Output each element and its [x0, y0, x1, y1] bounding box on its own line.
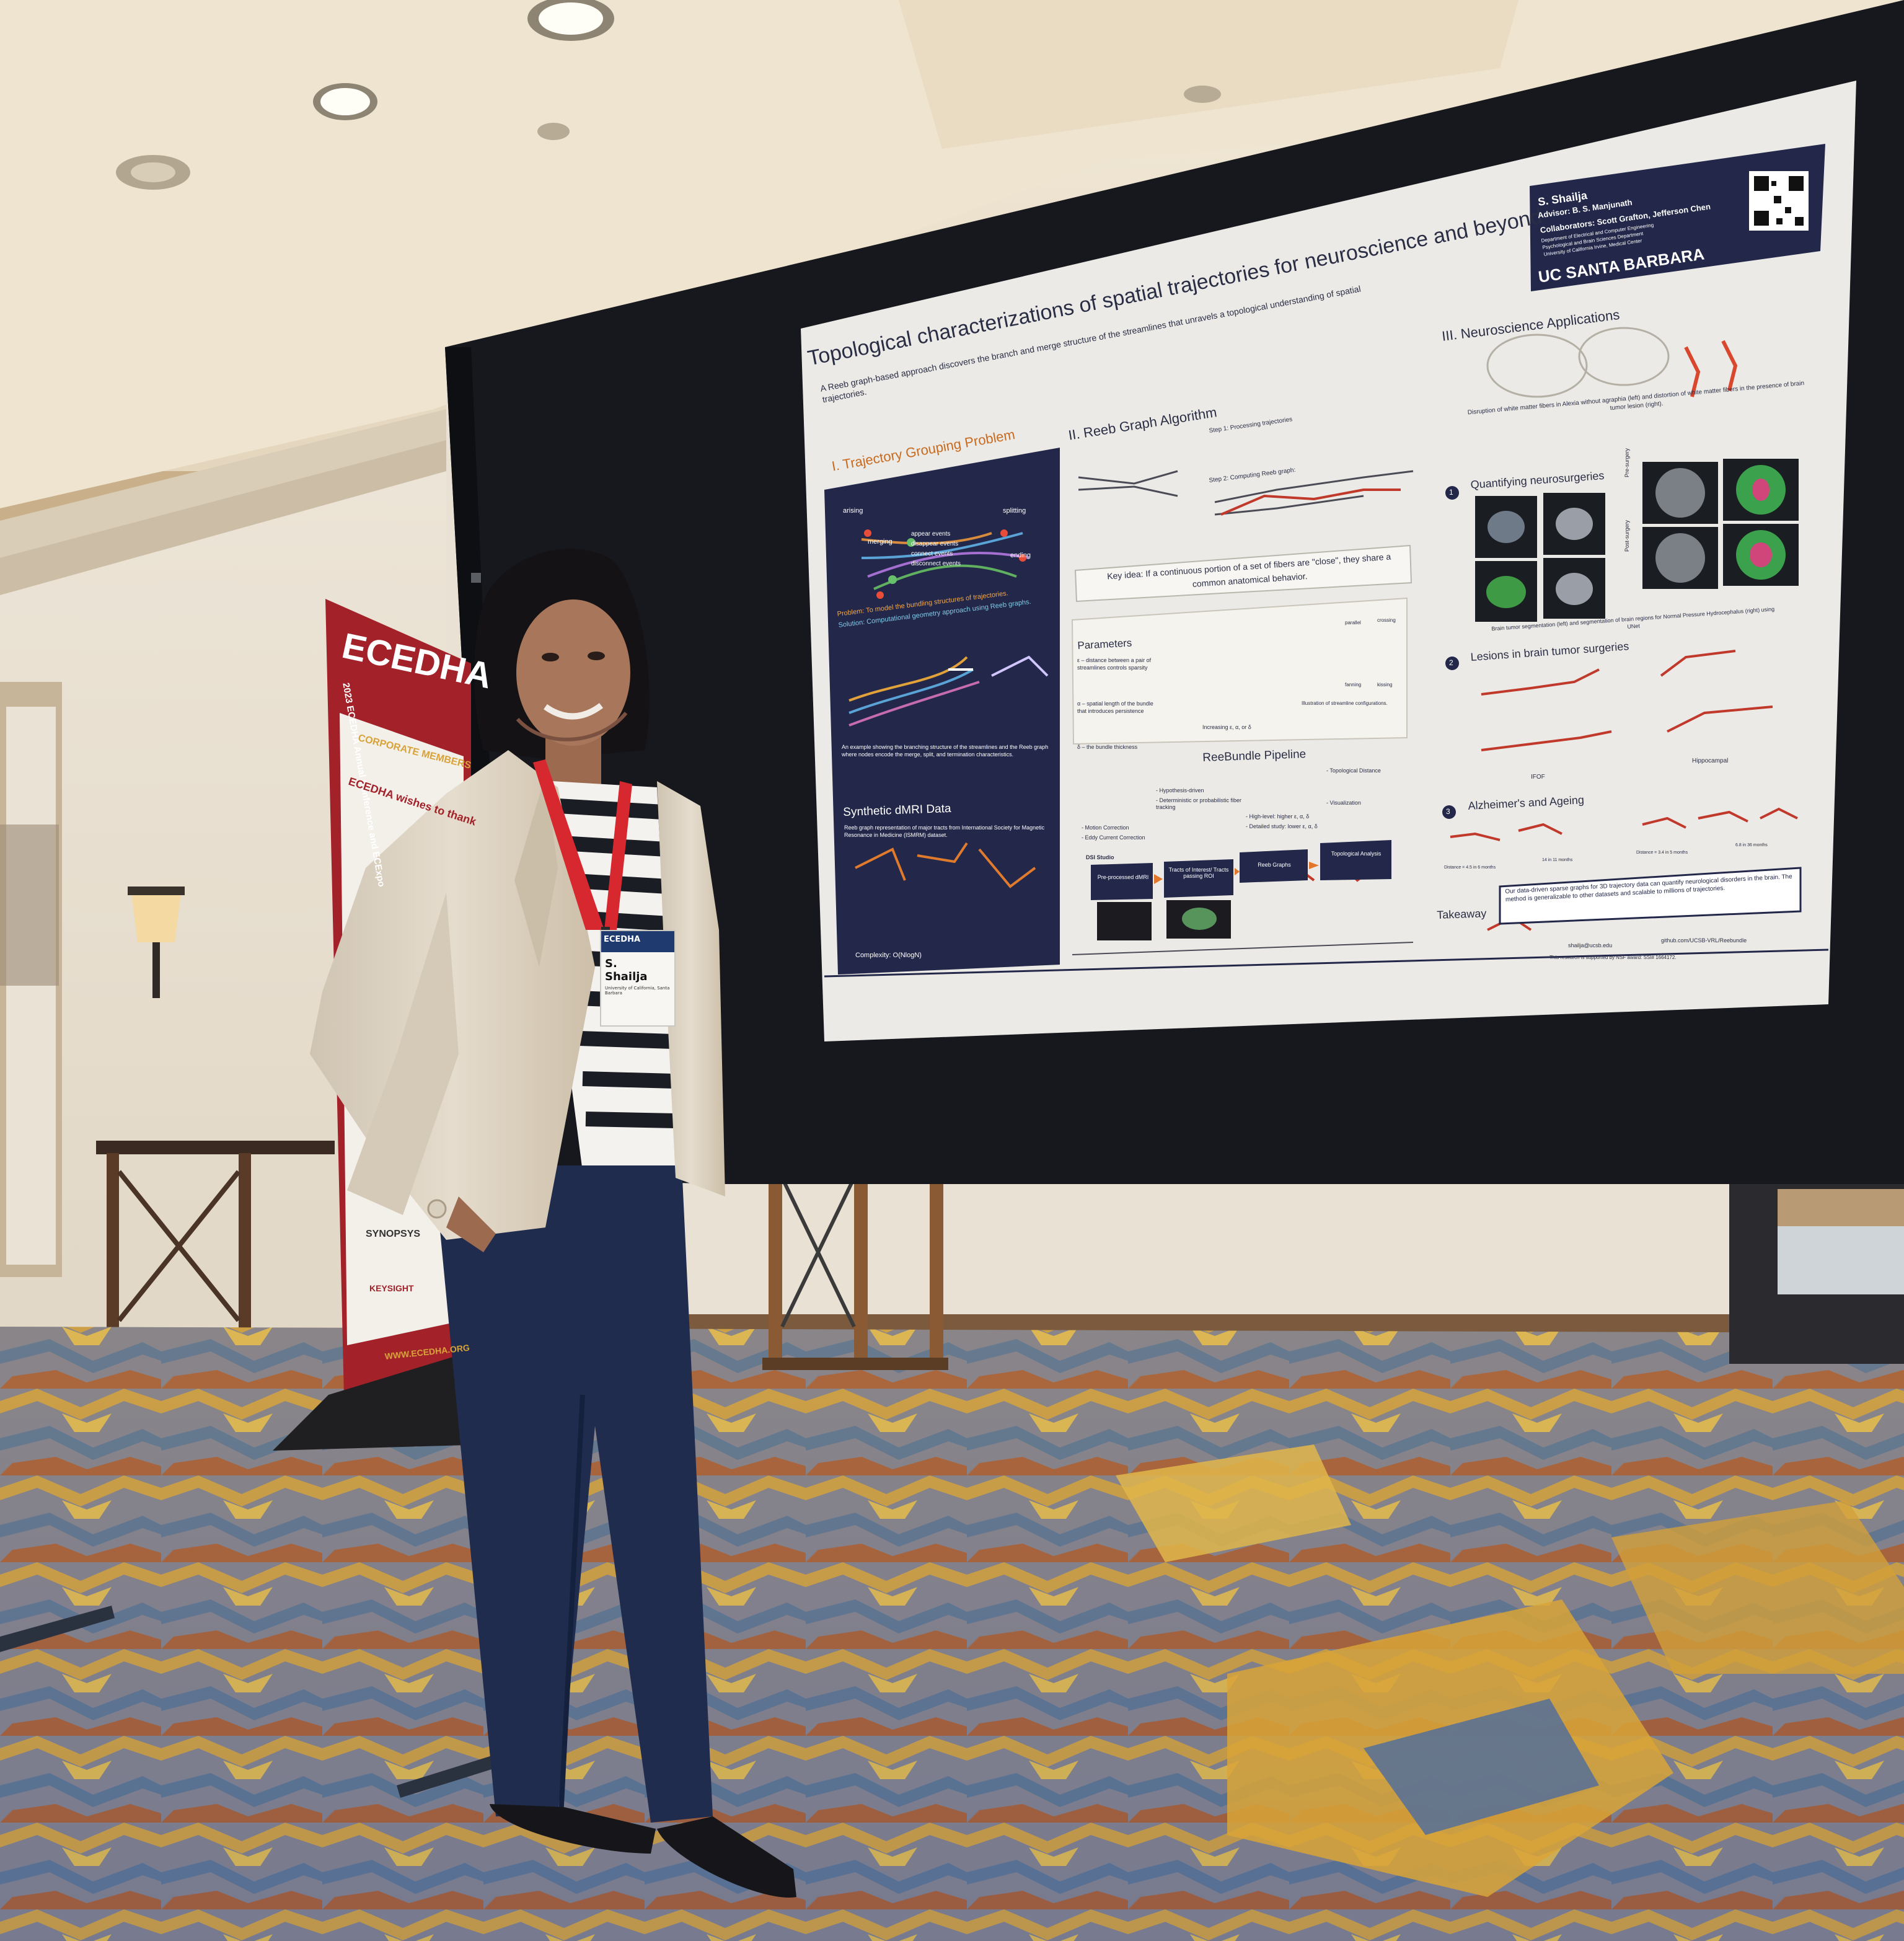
- param-caption: Illustration of streamline configuration…: [1302, 701, 1388, 706]
- pipeline-note-fiber: - Deterministic or probabilistic fiber t…: [1156, 797, 1242, 810]
- trajectory-labels: arising merging splitting ending appear …: [843, 496, 1031, 583]
- label-arising: arising: [843, 507, 863, 515]
- pipeline-note-eddy: - Eddy Current Correction: [1082, 834, 1145, 841]
- banner-sponsor-keysight: KEYSIGHT: [369, 1283, 414, 1293]
- param-alpha: α – spatial length of the bundle that in…: [1077, 701, 1153, 714]
- takeaway-label: Takeaway: [1437, 907, 1487, 921]
- param-crossing: crossing: [1377, 617, 1396, 623]
- badge-name-first: S.: [605, 957, 617, 970]
- app-1-number: 1: [1449, 488, 1453, 497]
- app-3-label-2: 14 in 11 months: [1542, 858, 1573, 862]
- pipeline-note-visual: - Visualization: [1326, 800, 1361, 806]
- param-kissing: kissing: [1377, 682, 1393, 688]
- contact-email: shailja@ucsb.edu: [1568, 942, 1613, 948]
- dsi-label: DSI Studio: [1086, 854, 1114, 860]
- label-connect: connect events: [911, 550, 953, 557]
- param-axis: Increasing ε, α, or δ: [1202, 724, 1251, 730]
- funding-note: This research is supported by NSF award:…: [1549, 955, 1677, 960]
- name-badge: ECEDHA S. Shailja University of Californ…: [600, 930, 676, 1027]
- app-2-ifof: IFOF: [1531, 774, 1545, 780]
- label-merging: merging: [868, 538, 892, 546]
- banner-sponsor-synopsys: SYNOPSYS: [366, 1229, 421, 1239]
- pipeline-step-2: Tracts of Interest/ Tracts passing ROI: [1168, 867, 1229, 879]
- pre-surgery-label: Pre-surgery: [1624, 448, 1630, 477]
- complexity-text: Complexity: O(NlogN): [855, 952, 922, 959]
- param-fanning: fanning: [1345, 682, 1362, 688]
- example-caption: An example showing the branching structu…: [842, 744, 1049, 758]
- app-3-label-3: Distance = 3.4 in 5 months: [1636, 851, 1688, 855]
- app-3-label-1: Distance = 4.5 in 6 months: [1444, 865, 1496, 870]
- label-disconnect: disconnect events: [911, 560, 961, 567]
- param-eps: ε – distance between a pair of streamlin…: [1077, 657, 1152, 671]
- pipeline-step-3: Reeb Graphs: [1258, 862, 1291, 868]
- badge-header: ECEDHA: [601, 931, 674, 952]
- label-ending: ending: [1010, 552, 1031, 559]
- app-2-number: 2: [1449, 658, 1453, 667]
- pipeline-step-1: Pre-processed dMRI: [1097, 874, 1149, 880]
- badge-affiliation: University of California, Santa Barbara: [605, 986, 670, 996]
- label-appear: appear events: [911, 531, 951, 537]
- pipeline-note-hypothesis: - Hypothesis-driven: [1156, 787, 1204, 794]
- badge-name-last: Shailja: [605, 970, 648, 983]
- synthetic-text: Reeb graph representation of major tract…: [844, 825, 1045, 838]
- param-delta: δ – the bundle thickness: [1077, 744, 1138, 750]
- app-3-label-4: 6.8 in 36 months: [1735, 843, 1768, 847]
- pipeline-note-motion: - Motion Correction: [1082, 825, 1129, 831]
- contact-github: github.com/UCSB-VRL/Reebundle: [1661, 937, 1747, 944]
- pipeline-note-detailed: - Detailed study: lower ε, α, δ: [1246, 823, 1318, 829]
- pipeline-step-4: Topological Analysis: [1331, 851, 1382, 857]
- param-parallel: parallel: [1345, 620, 1361, 626]
- label-disappear: disappear events: [911, 541, 959, 547]
- app-3-number: 3: [1446, 807, 1450, 816]
- pipeline-note-topo: - Topological Distance: [1326, 767, 1381, 774]
- app-2-hippocampal: Hippocampal: [1692, 758, 1729, 764]
- post-surgery-label: Post-surgery: [1624, 520, 1630, 552]
- label-splitting: splitting: [1003, 507, 1026, 515]
- pipeline-note-high: - High-level: higher ε, α, δ: [1246, 813, 1310, 820]
